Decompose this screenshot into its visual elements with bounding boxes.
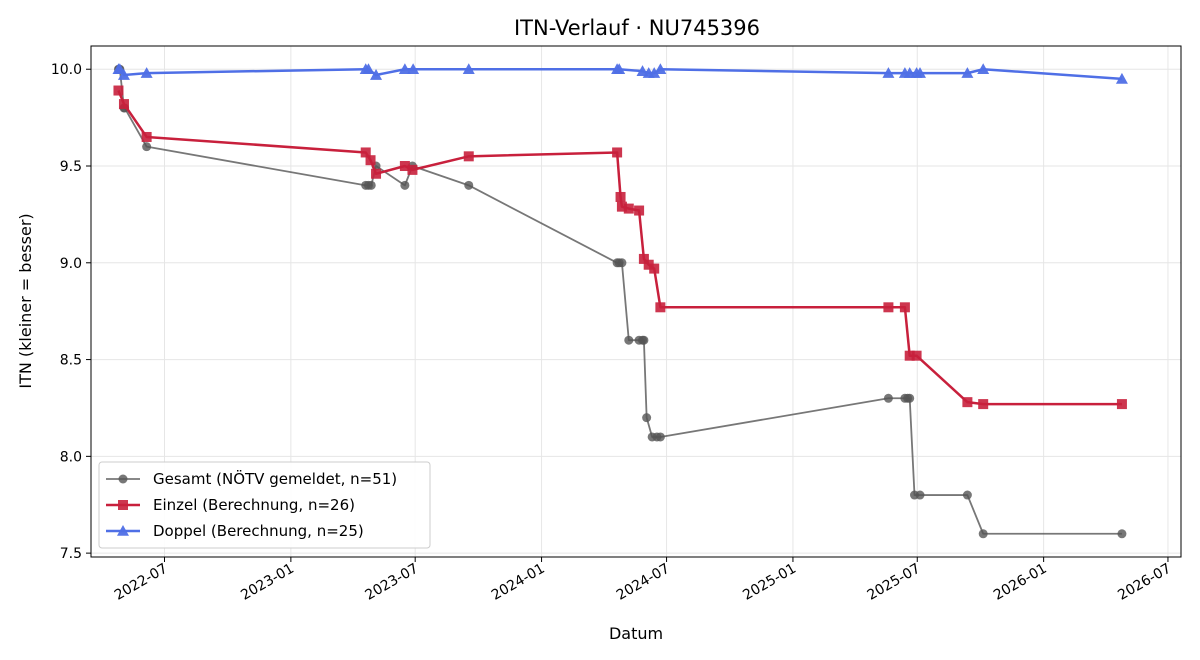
grid [91, 46, 1181, 557]
data-point [140, 67, 153, 78]
data-point [400, 180, 410, 190]
data-point [642, 413, 652, 423]
data-point [362, 63, 375, 75]
data-point [978, 529, 988, 539]
data-point [624, 335, 634, 345]
data-point [911, 350, 922, 361]
x-tick-label: 2023-07 [363, 561, 422, 604]
data-point [899, 302, 910, 313]
x-tick-label: 2022-07 [112, 561, 171, 604]
legend-swatch-marker [118, 500, 128, 510]
y-axis-label: ITN (kleiner = besser) [16, 213, 35, 388]
data-point [962, 397, 973, 408]
legend-box [98, 461, 431, 549]
legend-swatch-marker [118, 474, 128, 484]
data-point [399, 161, 410, 172]
data-point [905, 393, 915, 403]
legend-entry: Gesamt (NÖTV gemeldet, n=51) [106, 469, 397, 488]
data-point [617, 258, 627, 268]
data-point [141, 131, 152, 142]
y-tick-label: 8.5 [60, 353, 82, 369]
data-point [882, 67, 895, 78]
x-tick-label: 2025-07 [865, 561, 924, 604]
data-point [365, 155, 376, 166]
data-point [654, 63, 667, 75]
data-point [613, 63, 626, 75]
plot-area-frame [90, 45, 1182, 558]
data-point [464, 180, 474, 190]
x-tick-label: 2026-07 [1115, 561, 1174, 604]
data-point [649, 263, 660, 274]
data-point [1116, 399, 1127, 410]
chart-title: ITN-Verlauf · NU745396 [514, 16, 760, 40]
x-tick-label: 2024-01 [489, 561, 548, 604]
series-line [117, 90, 1122, 406]
legend-entry: Doppel (Berechnung, n=25) [106, 522, 364, 540]
data-point [612, 147, 623, 158]
data-point [961, 67, 974, 78]
x-tick-label: 2024-07 [614, 561, 673, 604]
data-point [118, 99, 129, 110]
series-square [113, 85, 1127, 410]
x-tick-label: 2026-01 [991, 561, 1050, 604]
legend-label: Einzel (Berechnung, n=26) [153, 496, 355, 514]
data-point [643, 259, 654, 270]
x-axis-label: Datum [609, 624, 663, 643]
data-point [914, 67, 927, 78]
data-point [655, 432, 665, 442]
series-triangle [112, 63, 1128, 84]
legend-label: Gesamt (NÖTV gemeldet, n=51) [153, 469, 397, 488]
series-layer [112, 63, 1128, 539]
data-point [398, 63, 411, 75]
data-point [634, 205, 645, 216]
data-point [977, 63, 990, 75]
data-point [883, 393, 893, 403]
x-axis-ticks: 2022-07 2023-01 2023-07 2024-01 2024-07 2025-… [112, 557, 1174, 604]
y-tick-label: 9.5 [60, 159, 82, 175]
data-point [407, 63, 420, 75]
data-point [366, 180, 376, 190]
data-point [883, 302, 894, 313]
data-point [117, 69, 130, 80]
data-point [113, 85, 124, 96]
data-point [962, 490, 972, 500]
y-tick-label: 8.0 [60, 449, 82, 465]
data-point [1115, 72, 1128, 84]
y-tick-label: 9.0 [60, 256, 82, 272]
x-tick-label: 2023-01 [238, 561, 297, 604]
data-point [978, 399, 989, 410]
data-point [638, 253, 649, 264]
data-point [142, 142, 152, 152]
data-point [915, 490, 925, 500]
data-point [623, 203, 634, 214]
data-point [1117, 529, 1127, 539]
data-point [462, 63, 475, 75]
data-point [648, 67, 661, 78]
y-axis-ticks: 7.5 8.0 8.5 9.0 9.5 10.0 [51, 62, 91, 562]
data-point [371, 168, 382, 179]
data-point [407, 164, 418, 175]
legend-label: Doppel (Berechnung, n=25) [153, 522, 364, 540]
data-point [655, 302, 666, 313]
data-point [904, 350, 915, 361]
data-point [370, 69, 383, 80]
data-point [639, 335, 649, 345]
data-point [615, 191, 626, 202]
data-point [616, 201, 627, 212]
legend: Gesamt (NÖTV gemeldet, n=51) Einzel (Bere… [98, 461, 431, 549]
legend-swatch-marker [117, 525, 129, 536]
y-tick-label: 7.5 [60, 546, 82, 562]
data-point [463, 151, 474, 162]
legend-entry: Einzel (Berechnung, n=26) [106, 496, 355, 514]
x-tick-label: 2025-01 [740, 561, 799, 604]
data-point [360, 147, 371, 158]
y-tick-label: 10.0 [51, 62, 82, 78]
